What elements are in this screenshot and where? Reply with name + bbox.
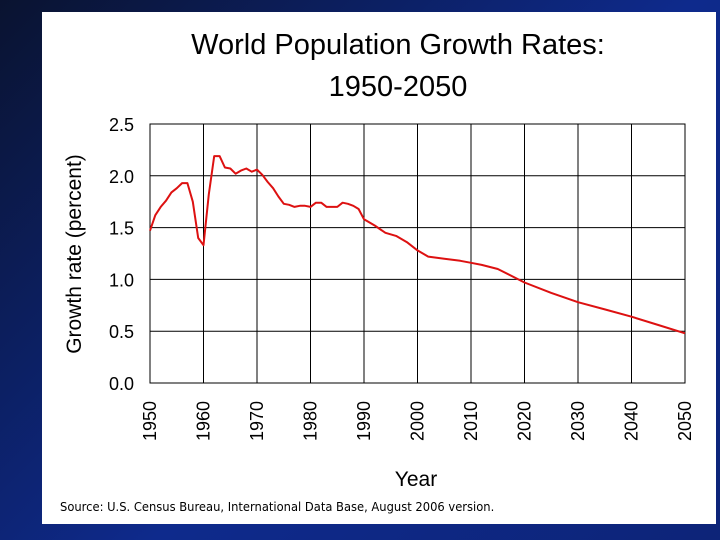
y-tick-label: 1.5 bbox=[109, 219, 134, 239]
y-tick-label: 1.0 bbox=[109, 270, 134, 290]
x-tick-label: 1980 bbox=[301, 401, 321, 441]
x-tick-label: 1960 bbox=[194, 401, 214, 441]
x-tick-label: 1990 bbox=[354, 401, 374, 441]
x-tick-label: 2000 bbox=[408, 401, 428, 441]
y-tick-label: 0.5 bbox=[109, 322, 134, 342]
x-tick-label: 1970 bbox=[247, 401, 267, 441]
x-tick-label: 1950 bbox=[140, 401, 160, 441]
x-tick-label: 2050 bbox=[675, 401, 695, 441]
chart-title-line-2: 1950-2050 bbox=[329, 71, 468, 103]
slide-panel: World Population Growth Rates: 1950-2050… bbox=[42, 12, 716, 524]
growth-rate-chart: World Population Growth Rates: 1950-2050… bbox=[63, 29, 695, 491]
chart-title-line-1: World Population Growth Rates: bbox=[191, 29, 605, 61]
growth-rate-line bbox=[149, 155, 686, 335]
x-axis-label: Year bbox=[395, 468, 437, 491]
x-tick-label: 2020 bbox=[515, 401, 535, 441]
x-tick-label: 2010 bbox=[461, 401, 481, 441]
x-tick-label: 2040 bbox=[622, 401, 642, 441]
y-tick-label: 0.0 bbox=[109, 374, 134, 394]
x-tick-label: 2030 bbox=[568, 401, 588, 441]
y-tick-label: 2.5 bbox=[109, 115, 134, 135]
y-tick-label: 2.0 bbox=[109, 167, 134, 187]
source-note: Source: U.S. Census Bureau, Internationa… bbox=[60, 500, 495, 514]
y-axis-label: Growth rate (percent) bbox=[63, 154, 86, 354]
